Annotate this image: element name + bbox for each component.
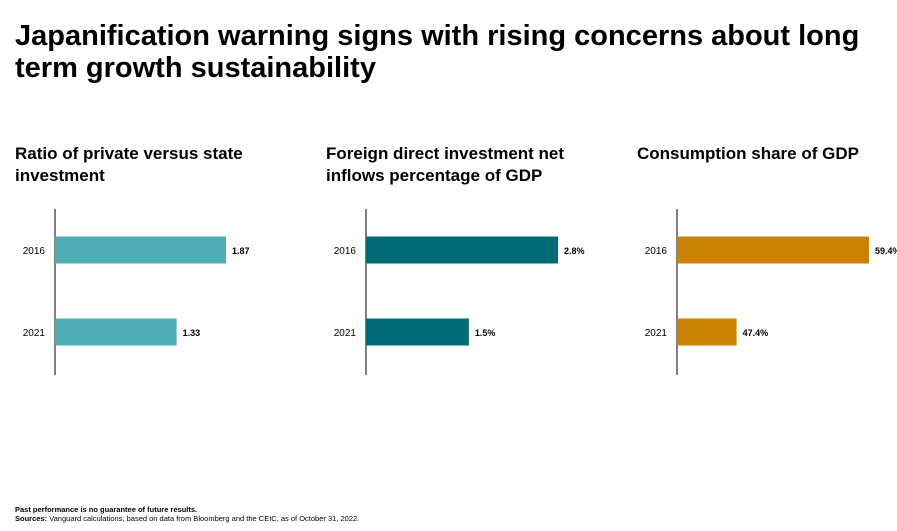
sources-label: Sources:	[15, 514, 48, 523]
data-label-2016: 59.4%	[875, 246, 897, 256]
category-label-2021: 2021	[645, 328, 668, 339]
category-label-2016: 2016	[334, 246, 357, 257]
category-label-2016: 2016	[645, 246, 668, 257]
category-label-2021: 2021	[334, 328, 357, 339]
bar-2016	[366, 236, 558, 264]
chart-title: Ratio of private versus state investment	[15, 144, 243, 185]
disclaimer-text: Past performance is no guarantee of futu…	[15, 505, 198, 514]
chart-panel-fdi-inflows: Foreign direct investment net inflows pe…	[326, 143, 596, 383]
data-label-2021: 1.33	[183, 328, 201, 338]
sources-body: Vanguard calculations, based on data fro…	[47, 514, 360, 523]
bar-chart-private-vs-state: 2016 1.87 2021 1.33	[23, 209, 250, 375]
bar-2021	[366, 318, 469, 346]
category-label-2016: 2016	[23, 246, 46, 257]
bar-2016	[55, 236, 226, 264]
bar-2016	[677, 236, 869, 264]
data-label-2016: 1.87	[232, 246, 250, 256]
bar-2021	[55, 318, 177, 346]
data-label-2021: 47.4%	[743, 328, 769, 338]
footer: Past performance is no guarantee of futu…	[15, 505, 875, 523]
sources-text: Sources: Vanguard calculations, based on…	[15, 514, 875, 523]
data-label-2021: 1.5%	[475, 328, 496, 338]
bar-chart-fdi-inflows: 2016 2.8% 2021 1.5%	[334, 209, 585, 375]
chart-title: Foreign direct investment net inflows pe…	[326, 144, 565, 185]
page-title: Japanification warning signs with rising…	[15, 20, 860, 84]
category-label-2021: 2021	[23, 328, 46, 339]
chart-panel-private-vs-state: Ratio of private versus state investment…	[15, 143, 285, 383]
data-label-2016: 2.8%	[564, 246, 585, 256]
chart-title: Consumption share of GDP	[637, 144, 859, 163]
bar-chart-consumption-share: 2016 59.4% 2021 47.4%	[645, 209, 897, 375]
bar-2021	[677, 318, 737, 346]
chart-panel-consumption-share: Consumption share of GDP 2016 59.4% 2021 47…	[637, 143, 897, 383]
